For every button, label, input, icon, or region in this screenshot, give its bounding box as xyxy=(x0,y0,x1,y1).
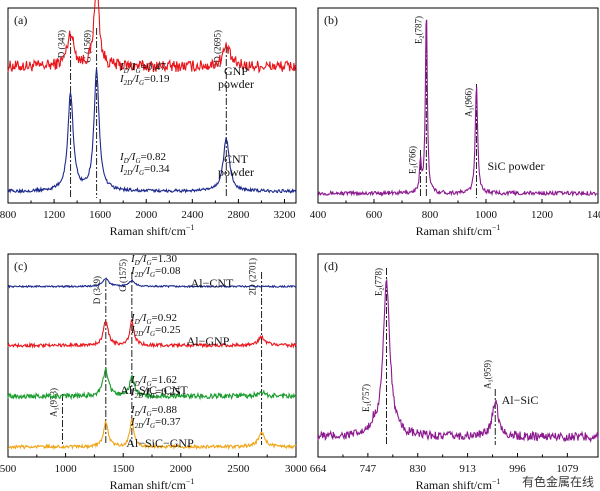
x-tick-label: 1200 xyxy=(43,209,66,221)
series-name-label: SiC powder xyxy=(488,159,545,173)
x-tick-label: 913 xyxy=(459,463,476,475)
series-name-label: Al−SiC−CNT xyxy=(120,383,188,397)
peak-label: E1(757) xyxy=(361,384,373,412)
series-name-label: powder xyxy=(218,77,254,91)
ratio-annotation: ID/IG=1.30 xyxy=(130,253,177,267)
panel-a: (a) 800 1200 1600 2000 2400 2800 3200 Raman shif… xyxy=(0,0,297,238)
x-tick-label: 1400 xyxy=(587,209,600,221)
series-line xyxy=(317,19,599,197)
series-line xyxy=(7,277,297,289)
x-tick-label: 600 xyxy=(366,209,383,221)
panel-c: (c) 500 1000 1500 2000 2500 3000 Raman shift/cm… xyxy=(0,253,308,491)
x-tick-label: 1000 xyxy=(55,463,78,475)
panel-label: (c) xyxy=(14,259,27,273)
panel-label: (a) xyxy=(14,13,27,27)
ratio-annotation: ID/IG=0.88 xyxy=(130,404,177,418)
x-tick-label: 2000 xyxy=(135,209,158,221)
plot-frame xyxy=(317,7,599,204)
peak-label: E1(766) xyxy=(407,146,419,174)
x-tick-label: 1079 xyxy=(556,463,579,475)
series-line xyxy=(317,278,599,444)
peak-label: 2D (2701) xyxy=(248,258,258,295)
x-tick-label: 1200 xyxy=(531,209,554,221)
peak-label: E2(778) xyxy=(373,268,385,296)
series-line xyxy=(7,319,297,349)
x-tick-label: 3200 xyxy=(273,209,296,221)
panel-label: (b) xyxy=(324,13,338,27)
series-name-label: Al−GNP xyxy=(187,334,230,348)
x-axis-label: Raman shift/cm−1 xyxy=(110,223,195,238)
series-line xyxy=(7,367,297,401)
series-name-label: powder xyxy=(218,165,254,179)
x-tick-label: 2800 xyxy=(227,209,250,221)
x-tick-label: 830 xyxy=(409,463,426,475)
peak-label: A1(966) xyxy=(463,88,475,117)
peak-label: A1(959) xyxy=(482,360,494,389)
series-name-label: Al−SiC xyxy=(502,393,539,407)
plot-frame xyxy=(317,253,599,458)
peak-label: E2(787) xyxy=(413,16,425,44)
panel-b: (b) 400 600 800 1000 1200 1400 Raman shift/cm−1… xyxy=(310,7,600,238)
x-tick-label: 800 xyxy=(422,209,439,221)
ratio-annotation: I2D/IG=0.08 xyxy=(130,265,181,279)
ratio-annotation: I2D/IG=0.19 xyxy=(119,73,170,87)
x-tick-label: 400 xyxy=(310,209,327,221)
x-axis-label: Raman shift/cm−1 xyxy=(416,477,501,491)
series-name-label: GNP xyxy=(224,64,248,78)
x-tick-label: 500 xyxy=(0,463,17,475)
peak-label: G (1575) xyxy=(118,259,128,292)
x-axis-label: Raman shift/cm−1 xyxy=(416,223,501,238)
x-tick-label: 747 xyxy=(360,463,377,475)
peak-label: G (1569) xyxy=(83,30,93,63)
panel-d: (d) 664 747 830 913 996 1079 Raman shift/cm−1 E1… xyxy=(310,253,599,491)
ratio-annotation: I2D/IG=0.34 xyxy=(119,163,170,177)
series-name-label: CNT xyxy=(224,152,249,166)
peak-label: A1(973) xyxy=(48,388,60,417)
ratio-annotation: ID/IG=0.47 xyxy=(119,61,166,75)
panel-label: (d) xyxy=(324,259,338,273)
x-tick-label: 800 xyxy=(0,209,17,221)
ratio-annotation: ID/IG=0.82 xyxy=(119,151,166,165)
series-name-label: Al−SiC−GNP xyxy=(126,436,194,450)
x-tick-label: 2000 xyxy=(170,463,193,475)
x-tick-label: 664 xyxy=(310,463,327,475)
ratio-annotation: I2D/IG=0.25 xyxy=(130,324,181,338)
ratio-annotation: ID/IG=0.92 xyxy=(130,312,177,326)
x-axis-label: Raman shift/cm−1 xyxy=(110,477,195,491)
x-tick-label: 1500 xyxy=(112,463,135,475)
watermark-text: 有色金属在线 xyxy=(522,474,594,489)
plot-frame xyxy=(7,7,297,204)
peak-label: 2D (2695) xyxy=(212,30,222,67)
peak-label: D (343) xyxy=(57,30,67,58)
series-line xyxy=(7,0,297,74)
ratio-annotation: ID/IG=1.62 xyxy=(130,374,177,388)
x-tick-label: 2400 xyxy=(181,209,204,221)
x-tick-label: 3000 xyxy=(285,463,308,475)
ratio-annotation: I2D/IG=0.37 xyxy=(130,416,181,430)
x-tick-label: 1000 xyxy=(475,209,498,221)
series-line xyxy=(7,68,297,194)
series-name-label: Al−CNT xyxy=(191,276,234,290)
series-line xyxy=(7,417,297,451)
x-tick-label: 996 xyxy=(509,463,526,475)
x-tick-label: 1600 xyxy=(89,209,112,221)
x-tick-label: 2500 xyxy=(227,463,250,475)
ratio-annotation: I2D/IG=0.25 xyxy=(130,386,181,400)
peak-label: D (349) xyxy=(92,276,102,304)
